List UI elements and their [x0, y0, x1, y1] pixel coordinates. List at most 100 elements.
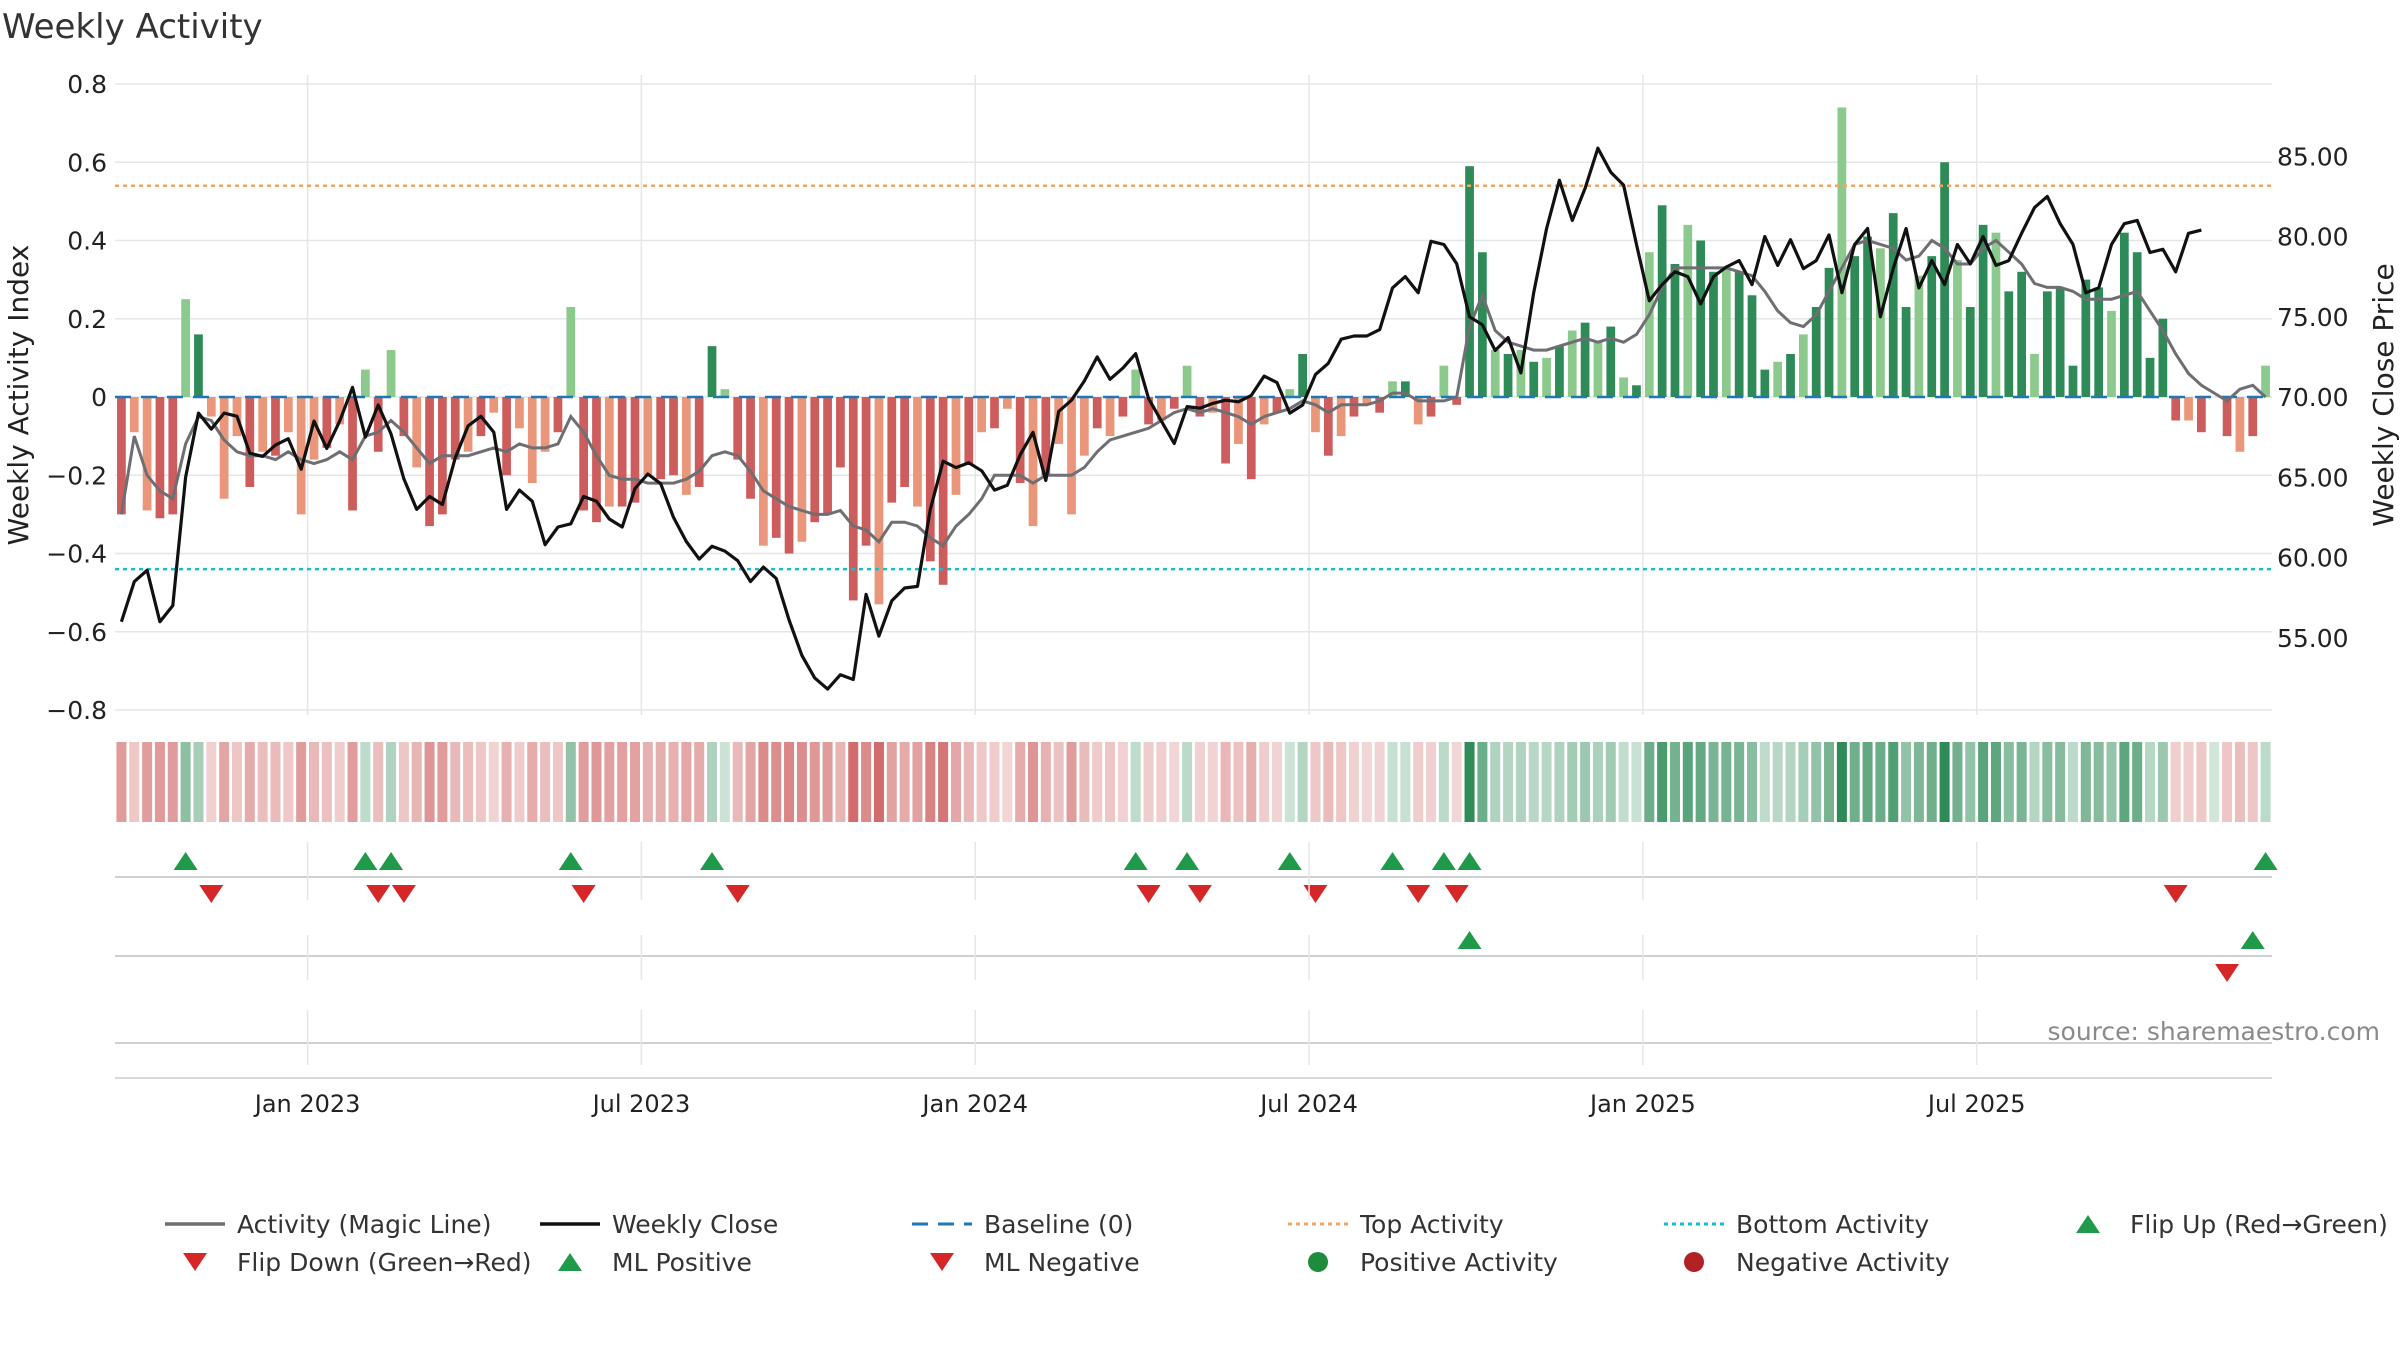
right-tick-label: 60.00	[2277, 544, 2349, 573]
heat-cell	[976, 742, 987, 822]
left-tick-label: 0	[91, 383, 107, 412]
heat-cell	[578, 742, 589, 822]
activity-bar	[1953, 260, 1962, 397]
legend-label: Activity (Magic Line)	[237, 1210, 491, 1239]
heat-cell	[1040, 742, 1051, 822]
heat-cell	[360, 742, 371, 822]
activity-bar	[129, 397, 139, 433]
activity-heat-strip	[116, 742, 2271, 822]
heat-cell	[1053, 742, 1064, 822]
activity-bar	[977, 397, 987, 433]
heat-cell	[1772, 742, 1783, 822]
activity-bar	[1811, 307, 1821, 397]
heat-cell	[1271, 742, 1282, 822]
heat-cell	[411, 742, 422, 822]
heat-cell	[475, 742, 486, 822]
heat-cell	[835, 742, 846, 822]
legend-item: Activity (Magic Line)	[165, 1210, 491, 1239]
legend-symbol	[183, 1253, 207, 1271]
activity-bar	[1657, 205, 1667, 397]
activity-bar	[1786, 353, 1795, 397]
legend-symbol	[1684, 1252, 1704, 1272]
flip-down-marker	[725, 885, 750, 903]
heat-cell	[758, 742, 769, 822]
x-tick-label: Jan 2024	[920, 1090, 1028, 1118]
heat-cell	[2016, 742, 2027, 822]
activity-bar	[1388, 381, 1397, 397]
right-tick-label: 75.00	[2277, 303, 2349, 332]
heat-cell	[1336, 742, 1347, 822]
heat-cell	[681, 742, 692, 822]
activity-bar	[1015, 397, 1025, 484]
heat-cell	[1194, 742, 1205, 822]
activity-bar	[746, 397, 755, 499]
legend-label: ML Positive	[612, 1248, 752, 1277]
legend-label: Negative Activity	[1736, 1248, 1950, 1277]
heat-cell	[1965, 742, 1976, 822]
heat-cell	[219, 742, 230, 822]
heat-cell	[2247, 742, 2258, 822]
heat-cell	[270, 742, 281, 822]
heat-cell	[1156, 742, 1167, 822]
activity-bar	[1709, 271, 1718, 397]
activity-bar	[2004, 291, 2014, 397]
heat-cell	[1798, 742, 1809, 822]
activity-bar	[797, 397, 807, 542]
left-y-axis: 0.8 0.6 0.4 0.2 0 −0.2 −0.4 −0.6 −0.8	[46, 70, 107, 725]
heat-cell	[1259, 742, 1270, 822]
activity-bar	[1323, 397, 1333, 456]
activity-bar	[1619, 377, 1628, 397]
activity-bar	[258, 397, 268, 452]
legend-symbol	[930, 1253, 954, 1271]
activity-bar	[296, 397, 306, 515]
legend-item: Weekly Close	[540, 1210, 778, 1239]
activity-bar	[1221, 397, 1230, 464]
heat-cell	[206, 742, 217, 822]
heat-cell	[925, 742, 936, 822]
heat-cell	[822, 742, 833, 822]
heat-cell	[334, 742, 345, 822]
heat-cell	[604, 742, 615, 822]
heat-cell	[244, 742, 255, 822]
heat-cell	[321, 742, 332, 822]
activity-bar	[1670, 263, 1680, 397]
heat-cell	[1862, 742, 1873, 822]
x-tick-label: Jan 2023	[253, 1090, 361, 1118]
activity-bar	[2184, 397, 2193, 421]
heat-cell	[1682, 742, 1693, 822]
heat-cell	[1849, 742, 1860, 822]
activity-bar	[553, 397, 563, 433]
activity-bar	[964, 397, 974, 464]
heat-cell	[1888, 742, 1899, 822]
heat-cell	[1323, 742, 1334, 822]
legend-label: Top Activity	[1359, 1210, 1504, 1239]
flip-up-marker	[1457, 852, 1482, 870]
activity-bar	[1054, 397, 1064, 444]
activity-bar	[823, 397, 832, 515]
activity-bar	[2145, 357, 2155, 397]
activity-bar	[1696, 240, 1706, 397]
heat-cell	[809, 742, 820, 822]
heat-cell	[899, 742, 910, 822]
activity-bar	[1298, 353, 1307, 397]
activity-bar	[527, 397, 537, 484]
heat-cell	[1824, 742, 1835, 822]
heat-cell	[655, 742, 666, 822]
legend-symbol	[2076, 1215, 2100, 1233]
legend-item: Positive Activity	[1308, 1248, 1558, 1277]
activity-bar	[1721, 267, 1731, 397]
heat-cell	[1978, 742, 1989, 822]
heat-cell	[1297, 742, 1308, 822]
activity-bar	[2261, 365, 2270, 397]
activity-bar	[1747, 295, 1757, 397]
activity-bar	[1542, 357, 1551, 397]
heat-cell	[1348, 742, 1359, 822]
heat-cell	[2145, 742, 2156, 822]
right-tick-label: 65.00	[2277, 463, 2349, 492]
heat-cell	[2209, 742, 2220, 822]
right-y-axis-label: Weekly Close Price	[2367, 263, 2400, 526]
legend-label: Positive Activity	[1360, 1248, 1558, 1277]
activity-bar	[1080, 397, 1089, 456]
heat-cell	[167, 742, 178, 822]
heat-cell	[2234, 742, 2245, 822]
